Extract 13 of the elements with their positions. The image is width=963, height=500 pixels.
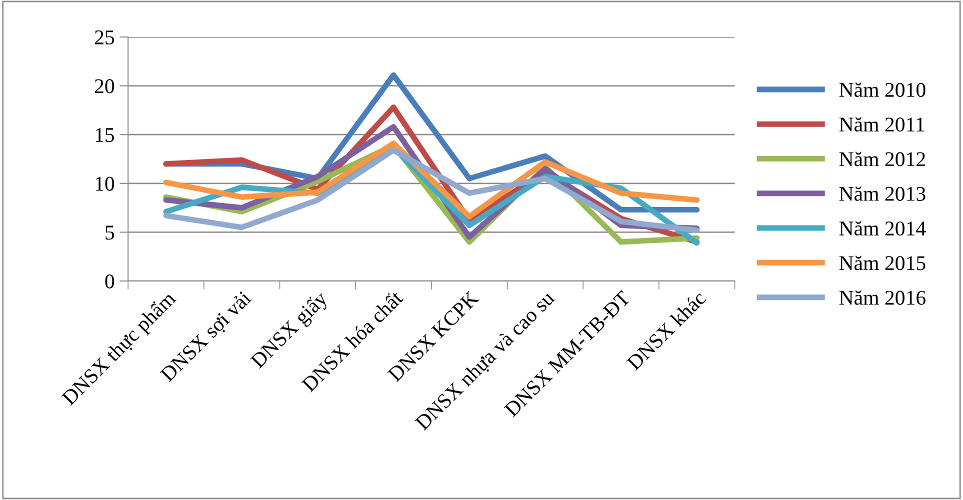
y-tick-label: 25 bbox=[94, 30, 114, 44]
legend-label: Năm 2014 bbox=[839, 221, 926, 236]
y-tick-label: 15 bbox=[96, 128, 114, 142]
y-tick-label: 10 bbox=[96, 176, 114, 191]
legend-label: Năm 2010 bbox=[839, 82, 926, 97]
legend-label: Năm 2016 bbox=[839, 290, 926, 305]
legend-label: Năm 2015 bbox=[839, 256, 926, 270]
legend-label: Năm 2012 bbox=[839, 152, 925, 166]
y-tick-label: 5 bbox=[106, 226, 114, 240]
legend-label: Năm 2011 bbox=[839, 117, 924, 132]
y-tick-label: 0 bbox=[105, 274, 114, 288]
y-tick-label: 20 bbox=[94, 79, 114, 94]
legend-label: Năm 2013 bbox=[839, 186, 926, 201]
